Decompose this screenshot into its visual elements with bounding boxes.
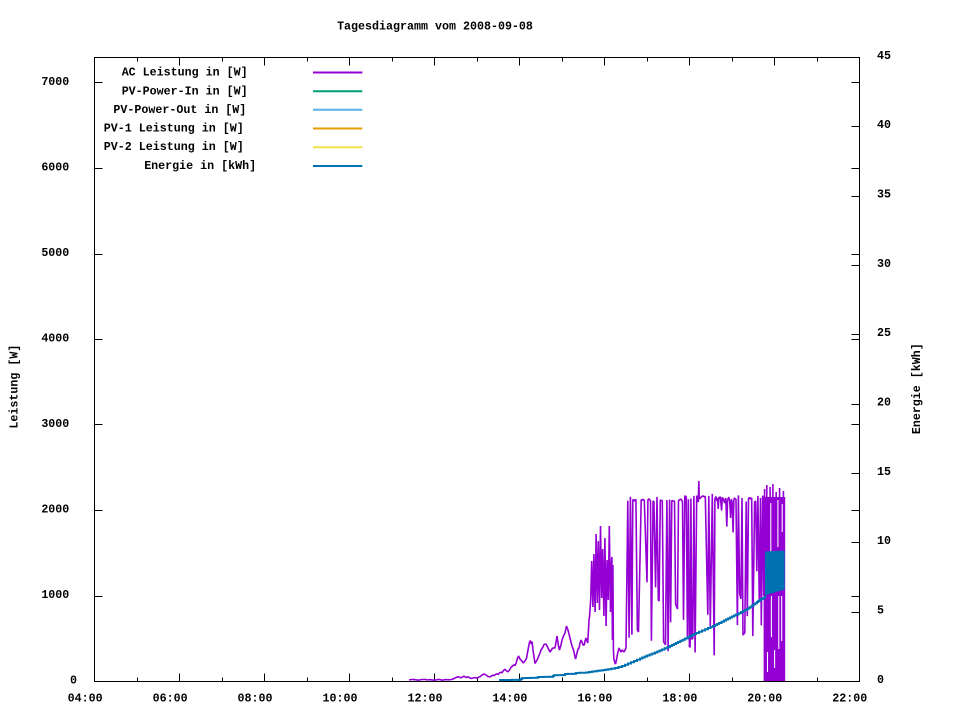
svg-text:4000: 4000 xyxy=(41,331,69,345)
svg-text:2000: 2000 xyxy=(41,502,69,516)
svg-text:45: 45 xyxy=(877,49,891,63)
svg-text:5000: 5000 xyxy=(41,246,69,260)
svg-text:Tagesdiagramm vom 2008-09-08: Tagesdiagramm vom 2008-09-08 xyxy=(337,20,533,34)
svg-text:5: 5 xyxy=(877,604,884,618)
svg-text:04:00: 04:00 xyxy=(68,692,103,706)
svg-text:PV-2 Leistung in [W]: PV-2 Leistung in [W] xyxy=(104,140,244,154)
svg-text:Leistung [W]: Leistung [W] xyxy=(8,345,22,429)
svg-text:25: 25 xyxy=(877,326,891,340)
svg-text:AC Leistung in [W]: AC Leistung in [W] xyxy=(122,66,248,80)
svg-text:14:00: 14:00 xyxy=(492,692,527,706)
svg-text:22:00: 22:00 xyxy=(832,692,867,706)
svg-text:0: 0 xyxy=(877,673,884,687)
svg-text:PV-Power-Out in [W]: PV-Power-Out in [W] xyxy=(113,103,246,117)
svg-text:16:00: 16:00 xyxy=(577,692,612,706)
svg-text:0: 0 xyxy=(70,673,77,687)
svg-text:7000: 7000 xyxy=(41,75,69,89)
svg-text:6000: 6000 xyxy=(41,160,69,174)
svg-text:06:00: 06:00 xyxy=(153,692,188,706)
svg-text:Energie in [kWh]: Energie in [kWh] xyxy=(144,159,256,173)
svg-text:PV-Power-In in [W]: PV-Power-In in [W] xyxy=(122,84,248,98)
svg-text:30: 30 xyxy=(877,257,891,271)
svg-text:PV-1 Leistung in [W]: PV-1 Leistung in [W] xyxy=(104,122,244,136)
svg-text:3000: 3000 xyxy=(41,417,69,431)
svg-text:35: 35 xyxy=(877,188,891,202)
svg-text:1000: 1000 xyxy=(41,588,69,602)
svg-text:18:00: 18:00 xyxy=(662,692,697,706)
svg-text:10:00: 10:00 xyxy=(323,692,358,706)
svg-text:Energie [kWh]: Energie [kWh] xyxy=(910,343,924,434)
svg-text:10: 10 xyxy=(877,534,891,548)
svg-text:08:00: 08:00 xyxy=(238,692,273,706)
svg-text:20: 20 xyxy=(877,396,891,410)
svg-text:12:00: 12:00 xyxy=(408,692,443,706)
svg-text:20:00: 20:00 xyxy=(747,692,782,706)
svg-text:15: 15 xyxy=(877,465,891,479)
svg-text:40: 40 xyxy=(877,118,891,132)
